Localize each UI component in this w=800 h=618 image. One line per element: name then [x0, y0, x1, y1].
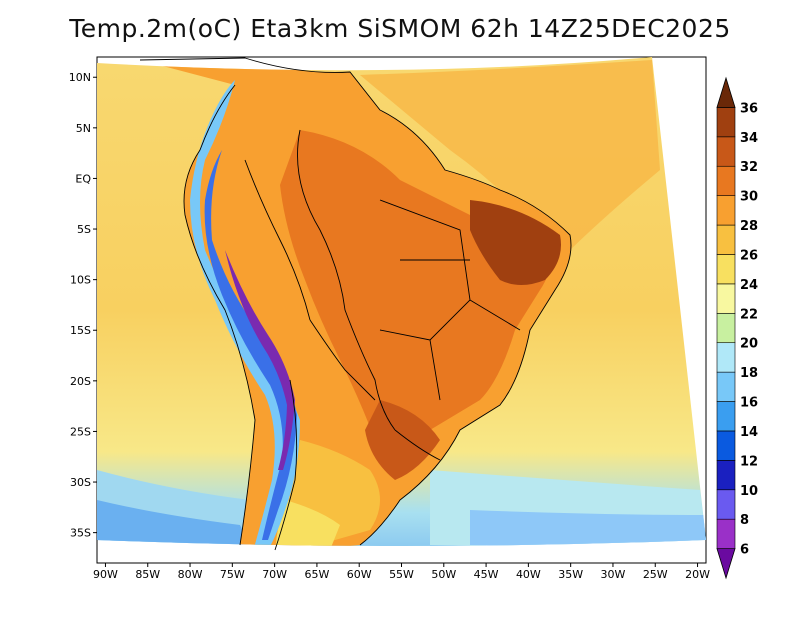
border-andes-countries	[244, 159, 311, 321]
colorbar-level-label: 10	[740, 484, 758, 499]
lat-tick-label: 5N	[76, 122, 91, 135]
map-title: Temp.2m(oC) Eta3km SiSMOM 62h 14Z25DEC20…	[69, 14, 731, 43]
latitude-axis: 10N 5N EQ 5S 10S 15S 20S 25S 30S 35S	[69, 71, 97, 540]
andes-coldest-zone	[225, 250, 295, 470]
mild-patagonia	[275, 500, 340, 546]
cooler-south-atlantic	[470, 510, 706, 546]
colorbar-segment	[716, 283, 736, 314]
lat-tick-label: 20S	[70, 375, 91, 388]
political-boundaries	[139, 57, 572, 551]
colorbar-level-label: 14	[740, 425, 758, 440]
lat-tick-label: 10N	[69, 71, 91, 84]
border-argentina-chile	[274, 379, 298, 551]
lat-tick-label: EQ	[75, 172, 91, 185]
border-brazil-states	[379, 199, 521, 401]
warm-atlantic-zone	[360, 60, 660, 260]
lon-tick-label: 30W	[601, 568, 626, 581]
colorbar: 6 8 10 12 14 16 18 20 22 24 26 28 30 32 34 36	[716, 76, 758, 580]
lon-tick-label: 70W	[262, 568, 287, 581]
colorbar-segment	[716, 401, 736, 432]
colorbar-segment	[716, 430, 736, 461]
border-bolivia-paraguay	[309, 319, 376, 401]
colorbar-segment	[716, 195, 736, 226]
colorbar-segment	[716, 224, 736, 255]
lon-tick-label: 50W	[431, 568, 456, 581]
lon-tick-label: 35W	[558, 568, 583, 581]
colorbar-lower-triangle	[716, 548, 736, 580]
colorbar-segment	[716, 371, 736, 402]
colorbar-segment	[716, 136, 736, 167]
colorbar-segment	[716, 460, 736, 491]
colorbar-level-label: 6	[740, 543, 749, 558]
colorbar-upper-triangle	[716, 76, 736, 108]
lon-tick-label: 80W	[178, 568, 203, 581]
lat-tick-label: 5S	[77, 223, 91, 236]
colorbar-level-label: 18	[740, 366, 758, 381]
colorbar-level-label: 32	[740, 160, 758, 175]
lon-tick-label: 65W	[304, 568, 329, 581]
hot-parana-region	[365, 400, 440, 480]
colder-south-pacific	[97, 500, 250, 545]
colorbar-level-label: 36	[740, 101, 758, 116]
lon-tick-label: 90W	[93, 568, 118, 581]
colorbar-segment	[716, 107, 736, 138]
colorbar-level-label: 12	[740, 454, 758, 469]
colorbar-level-label: 26	[740, 248, 758, 263]
colorbar-level-label: 30	[740, 190, 758, 205]
colorbar-segment	[716, 489, 736, 520]
colorbar-segment	[716, 312, 736, 344]
lon-tick-label: 20W	[685, 568, 710, 581]
colorbar-segment	[716, 165, 736, 196]
coastline-south-america	[139, 57, 572, 546]
andes-colder-zone	[204, 150, 297, 540]
lon-tick-label: 40W	[516, 568, 541, 581]
colorbar-level-label: 34	[740, 131, 758, 146]
longitude-axis: 90W 85W 80W 75W 70W 65W 60W 55W 50W 45W 40W 35W 30W 2…	[93, 563, 710, 581]
lon-tick-label: 45W	[474, 568, 499, 581]
colorbar-level-label: 20	[740, 337, 758, 352]
lat-tick-label: 35S	[70, 527, 91, 540]
colorbar-level-label: 28	[740, 219, 758, 234]
lat-tick-label: 30S	[70, 476, 91, 489]
lat-tick-label: 15S	[70, 324, 91, 337]
hottest-northeast-region	[470, 200, 561, 285]
border-brazil-west	[297, 129, 396, 431]
colorbar-level-label: 16	[740, 396, 758, 411]
temperature-field	[97, 57, 706, 546]
hot-interior-region	[280, 130, 552, 444]
lon-tick-label: 55W	[389, 568, 414, 581]
colorbar-level-label: 8	[740, 513, 749, 528]
lon-tick-label: 75W	[220, 568, 245, 581]
colorbar-level-label: 22	[740, 307, 758, 322]
lon-tick-label: 60W	[347, 568, 372, 581]
colorbar-segment	[716, 254, 736, 285]
lon-tick-label: 85W	[135, 568, 160, 581]
colorbar-segment	[716, 518, 736, 549]
lon-tick-label: 25W	[643, 568, 668, 581]
coastline-pacific	[183, 84, 256, 546]
colorbar-segment	[716, 342, 736, 373]
colorbar-level-label: 24	[740, 278, 758, 293]
lat-tick-label: 25S	[70, 425, 91, 438]
border-brazil-south	[394, 429, 441, 461]
lat-tick-label: 10S	[70, 274, 91, 287]
